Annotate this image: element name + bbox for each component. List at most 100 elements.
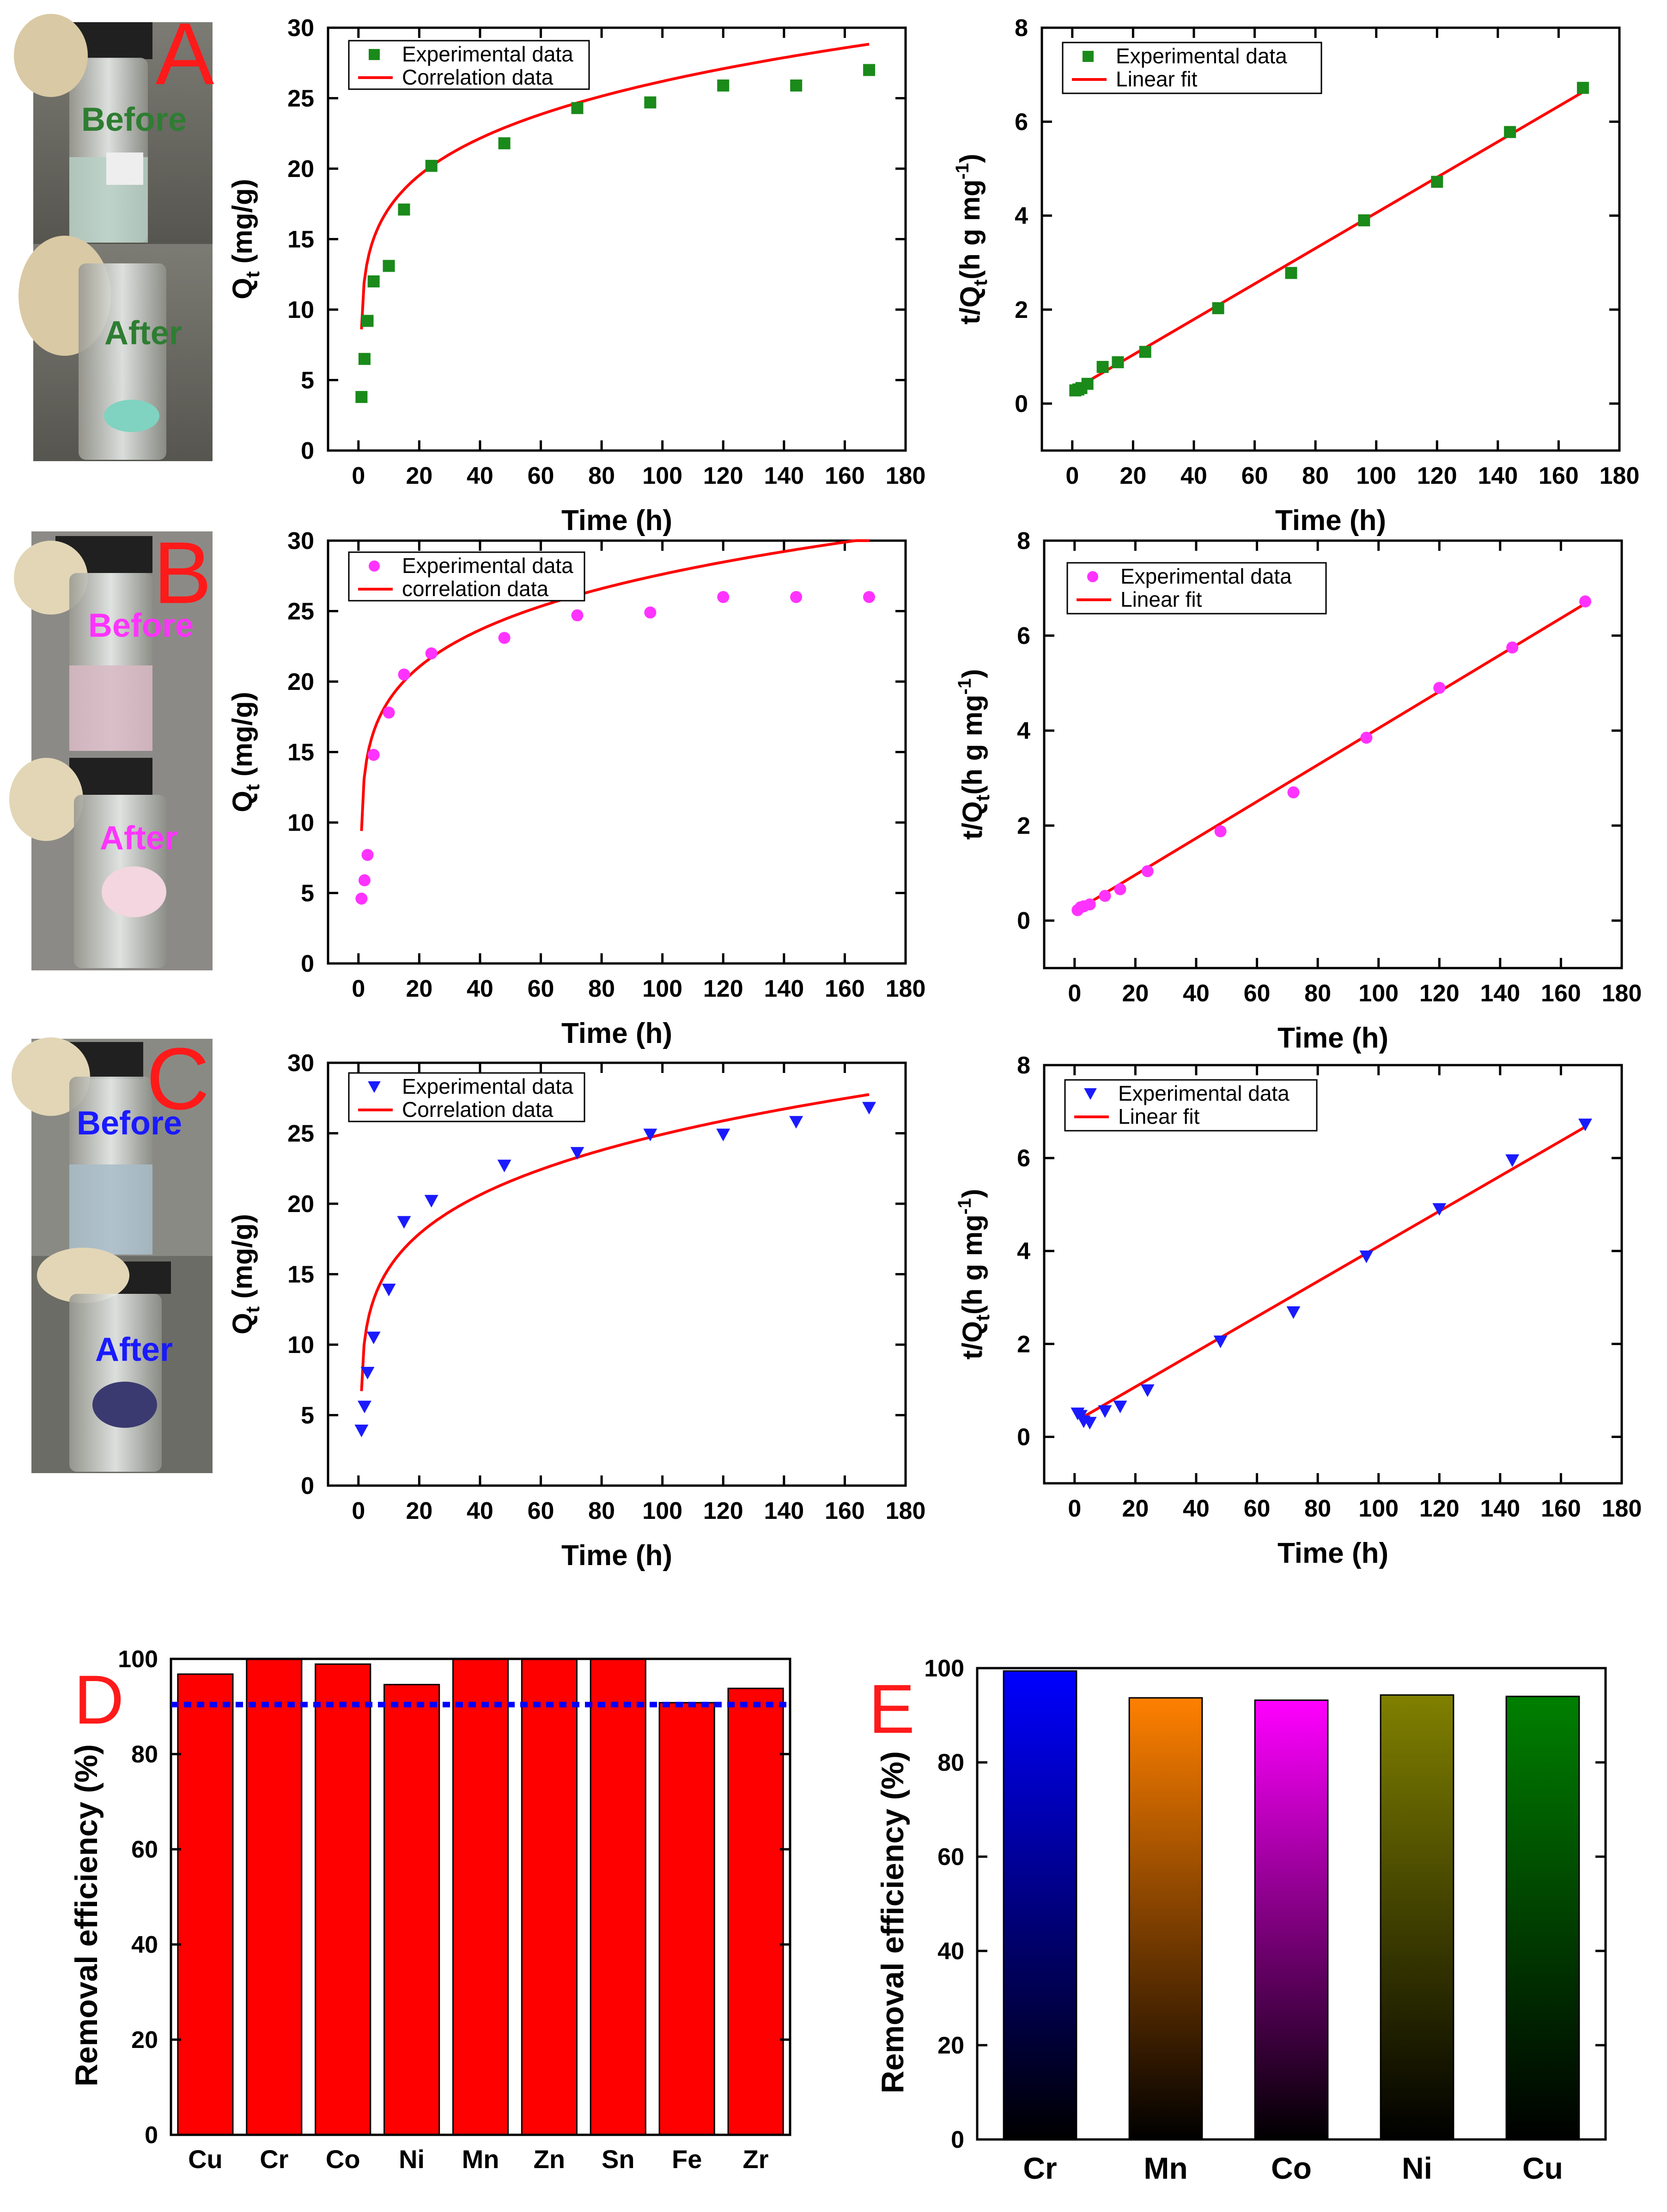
- data-point: [862, 1102, 876, 1115]
- data-point: [1359, 1250, 1374, 1263]
- y-tick-label: 40: [131, 1932, 158, 1958]
- bar: [1128, 1697, 1203, 2140]
- y-tick-label: 8: [1017, 1052, 1030, 1079]
- x-tick-label: Ni: [399, 2145, 425, 2174]
- bar: [1254, 1699, 1329, 2140]
- plot-frame: [170, 1657, 791, 2136]
- data-point: [1114, 883, 1126, 896]
- x-tick-label: 60: [528, 1498, 554, 1524]
- y-axis-label: Qt (mg/g): [227, 1214, 263, 1335]
- x-tick-label: 80: [588, 975, 615, 1002]
- x-tick-label: 0: [352, 463, 365, 489]
- y-tick-label: 30: [287, 1050, 314, 1077]
- x-tick-label: 20: [406, 1498, 432, 1524]
- after-label-c: After: [95, 1331, 173, 1368]
- bar: [521, 1658, 578, 2136]
- data-point: [425, 647, 438, 659]
- x-tick-label: Fe: [672, 2145, 702, 2174]
- data-point: [1431, 176, 1443, 188]
- x-tick-label: Zn: [534, 2145, 565, 2174]
- x-tick-label: 160: [1541, 980, 1581, 1007]
- x-tick-label: 60: [1241, 463, 1268, 489]
- data-point: [425, 159, 438, 172]
- y-axis-label: t/Qt(h g mg-1): [955, 1189, 993, 1360]
- y-tick-label: 40: [937, 1938, 964, 1965]
- x-tick-label: 0: [352, 975, 365, 1002]
- data-point: [1505, 1154, 1520, 1167]
- x-tick-label: 40: [467, 463, 493, 489]
- x-tick-label: 180: [886, 975, 926, 1002]
- before-label-c: Before: [77, 1105, 182, 1142]
- data-point: [361, 315, 374, 327]
- data-point: [717, 79, 730, 92]
- x-tick-label: 140: [1480, 1495, 1520, 1522]
- legend-box: [348, 40, 590, 90]
- x-tick-label: 60: [1244, 1495, 1271, 1522]
- data-point: [570, 1147, 584, 1160]
- y-tick-label: 2: [1015, 297, 1028, 323]
- glove-finger: [37, 1248, 129, 1303]
- y-tick-label: 0: [1017, 908, 1030, 934]
- panel-letter: E: [869, 1670, 915, 1748]
- x-tick-label: 20: [406, 463, 432, 489]
- chart-b-kinetics: 0 20 40 60 80 100 120 140 160 180 0 5 10 15 20 25 30 Time…: [227, 528, 925, 1049]
- vial-photo-c-after: After: [31, 1248, 213, 1473]
- data-point: [383, 260, 395, 272]
- x-tick-label: Mn: [1144, 2151, 1187, 2185]
- legend-label: Experimental data: [1120, 564, 1292, 588]
- data-point: [366, 1331, 381, 1345]
- data-point: [1099, 890, 1111, 902]
- y-tick-label: 10: [287, 810, 314, 836]
- y-tick-label: 20: [131, 2027, 158, 2054]
- y-tick-label: 30: [287, 15, 314, 42]
- y-tick-label: 10: [287, 1332, 314, 1359]
- data-point: [367, 749, 380, 761]
- chart-a-kinetics: 0 20 40 60 80 100 120 140 160 180 0 5 10 15 20 25 30 Time…: [227, 15, 925, 536]
- glove-finger: [14, 14, 88, 97]
- y-tick-label: 2: [1017, 1331, 1030, 1358]
- y-axis-label: Qt (mg/g): [227, 692, 263, 812]
- x-tick-label: 80: [1304, 980, 1331, 1007]
- chart-d-removal-efficiency: Cu Cr Co Ni Mn Zn Sn Fe Zr 0 20 40 60 80 100 Removal ef…: [69, 1646, 791, 2174]
- legend-label: Linear fit: [1116, 67, 1198, 91]
- legend-label: Experimental data: [402, 42, 573, 66]
- data-point: [1504, 126, 1516, 138]
- y-tick-label: 5: [301, 1402, 314, 1429]
- data-point: [1084, 1088, 1097, 1100]
- data-point: [1213, 1335, 1228, 1348]
- x-tick-label: 60: [528, 975, 554, 1002]
- x-tick-label: 0: [1068, 980, 1081, 1007]
- y-tick-label: 15: [287, 739, 314, 766]
- data-point: [1358, 214, 1370, 226]
- data-point: [355, 391, 368, 403]
- y-tick-label: 8: [1015, 15, 1028, 42]
- panel-letter-b: B: [153, 524, 212, 622]
- legend-label: correlation data: [402, 577, 548, 601]
- vial-photo-b-after: After: [9, 753, 213, 970]
- data-point: [382, 1284, 396, 1297]
- x-axis-label: Time (h): [561, 1540, 672, 1572]
- x-tick-label: 180: [1602, 980, 1642, 1007]
- data-point: [1433, 682, 1446, 694]
- x-axis-label: Time (h): [561, 1018, 672, 1049]
- before-label-a: Before: [81, 101, 187, 138]
- data-point: [790, 591, 803, 603]
- data-point: [644, 96, 657, 109]
- panel-letter: D: [74, 1661, 124, 1738]
- y-tick-label: 15: [287, 1261, 314, 1288]
- plot-frame: [976, 1667, 1607, 2141]
- x-tick-label: 120: [703, 1498, 743, 1524]
- legend-label: Experimental data: [1118, 1081, 1290, 1105]
- x-axis-label: Time (h): [561, 505, 672, 536]
- x-tick-label: 100: [1358, 980, 1399, 1007]
- chart-a-linear-fit: 0 20 40 60 80 100 120 140 160 180 0 2 4 6 8 Time (h) t/Q…: [952, 15, 1639, 536]
- x-tick-label: 160: [825, 975, 865, 1002]
- data-point: [1113, 1401, 1127, 1414]
- data-point: [1098, 1405, 1112, 1418]
- plot-frame: [1043, 539, 1623, 969]
- fit-line: [360, 1093, 870, 1391]
- data-point: [1083, 898, 1096, 911]
- y-tick-label: 4: [1017, 718, 1030, 744]
- chart-e-removal-efficiency: Cr Mn Co Ni Cu 0 20 40 60 80 100 Removal efficiency…: [869, 1655, 1607, 2185]
